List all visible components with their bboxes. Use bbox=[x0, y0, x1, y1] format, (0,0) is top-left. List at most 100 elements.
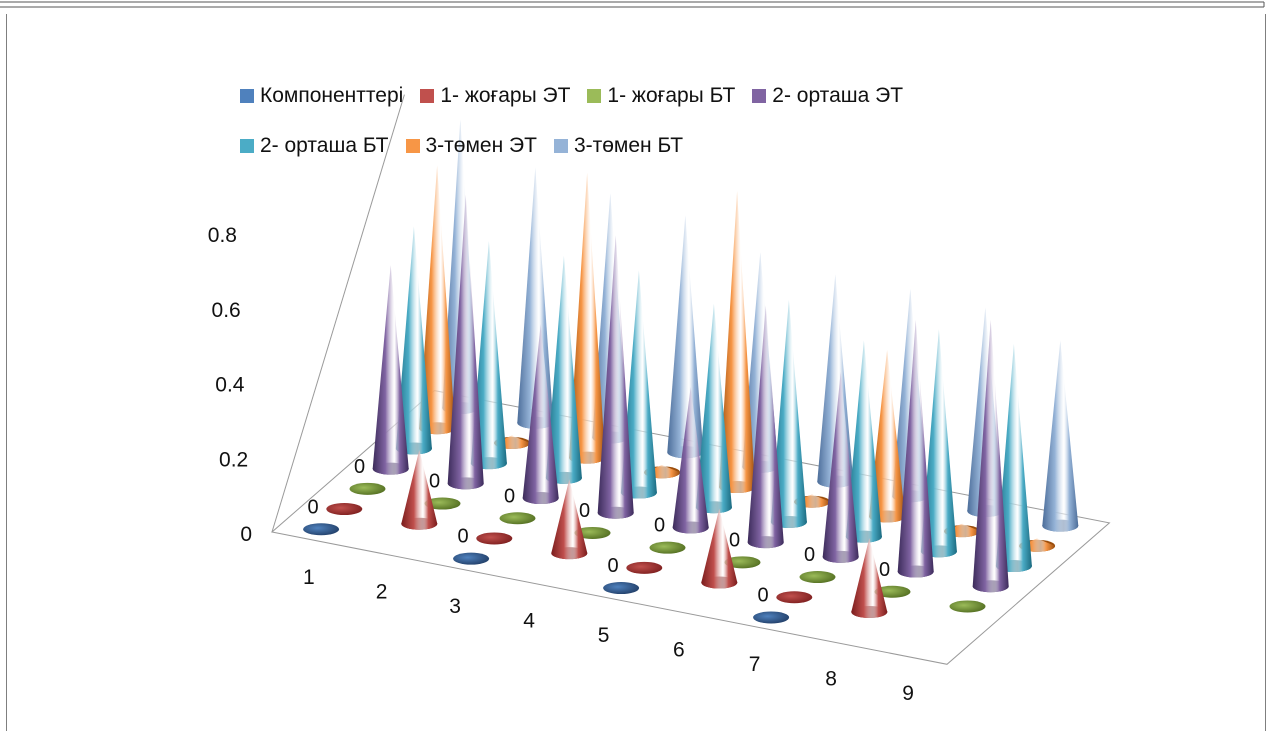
legend-item: 2- орташа БТ bbox=[240, 134, 389, 158]
cone-mark bbox=[326, 503, 363, 516]
chart-frame bbox=[6, 14, 1266, 731]
cone-body bbox=[401, 449, 438, 530]
cone-body bbox=[569, 172, 606, 464]
cone-body bbox=[470, 241, 507, 470]
cone-base-zero bbox=[724, 556, 761, 569]
cone-mark bbox=[822, 371, 859, 563]
top-border-lines bbox=[0, 1, 1265, 8]
x-tick-label: 1 bbox=[303, 566, 315, 589]
cone-body bbox=[522, 324, 559, 505]
cone-base-zero bbox=[424, 497, 461, 510]
legend-label: 1- жоғары БТ bbox=[607, 84, 736, 107]
cone-mark bbox=[701, 508, 738, 589]
y-tick-label: 0.4 bbox=[215, 374, 245, 397]
cone-mark bbox=[574, 526, 611, 539]
data-label: 0 bbox=[758, 584, 769, 606]
cone-body bbox=[597, 235, 634, 519]
cone-body bbox=[447, 194, 484, 490]
cone-mark bbox=[753, 611, 790, 624]
cone-base-zero bbox=[499, 512, 536, 525]
cone-base-zero bbox=[874, 585, 911, 598]
cone-mark bbox=[349, 482, 386, 495]
data-label: 0 bbox=[608, 555, 619, 577]
x-tick-label: 4 bbox=[523, 610, 535, 633]
chart-axes: 0 0.2 0.4 0.6 0.8 1 2 3 4 5 6 7 8 9 bbox=[208, 94, 914, 705]
cone-mark bbox=[667, 215, 704, 459]
cone-mark bbox=[874, 585, 911, 598]
cone-mark bbox=[747, 305, 784, 549]
x-tick-label: 2 bbox=[376, 581, 388, 604]
cone-base-zero bbox=[303, 523, 340, 536]
legend-swatch bbox=[553, 139, 568, 153]
cone-mark bbox=[401, 449, 438, 530]
x-tick-label: 3 bbox=[449, 595, 461, 618]
legend-swatch bbox=[420, 89, 435, 103]
cone-body bbox=[372, 265, 409, 475]
legend-swatch bbox=[240, 89, 254, 103]
cone-base-zero bbox=[453, 552, 490, 565]
y-tick-label: 0.2 bbox=[219, 448, 248, 471]
legend-row: Компоненттері 1- жоғары ЭТ 1- жоғары БТ 2- … bbox=[240, 84, 1040, 108]
cone-body bbox=[395, 226, 432, 455]
legend-swatch bbox=[240, 139, 254, 153]
legend-swatch bbox=[587, 89, 602, 103]
x-tick-label: 7 bbox=[749, 653, 761, 676]
chart-legend: Компоненттері 1- жоғары ЭТ 1- жоғары БТ 2- … bbox=[240, 84, 1040, 184]
cone-mark bbox=[626, 561, 663, 574]
x-tick-label: 6 bbox=[673, 639, 685, 662]
cone-body bbox=[972, 319, 1009, 593]
chart-data-labels: 0 0 0 0 0 0 0 0 0 0 0 0 bbox=[308, 456, 891, 607]
cone-mark bbox=[649, 541, 686, 554]
cone-base-zero bbox=[476, 532, 513, 545]
cone-mark bbox=[724, 556, 761, 569]
x-tick-label: 9 bbox=[902, 682, 914, 705]
data-label: 0 bbox=[308, 496, 319, 518]
cone-mark bbox=[597, 235, 634, 519]
cone-mark bbox=[476, 532, 513, 545]
cone-body bbox=[897, 319, 934, 578]
cone-base-zero bbox=[753, 611, 790, 624]
cone-mark bbox=[522, 324, 559, 505]
data-label: 0 bbox=[429, 471, 440, 493]
cone-mark bbox=[551, 479, 588, 560]
cone-body bbox=[747, 305, 784, 549]
legend-swatch bbox=[752, 89, 767, 103]
x-tick-label: 8 bbox=[825, 668, 837, 691]
cone-base-zero bbox=[349, 482, 386, 495]
cone-body bbox=[672, 386, 709, 534]
cone-body bbox=[695, 303, 732, 514]
legend-row: 2- орташа БТ 3-төмен ЭТ 3-төмен БТ bbox=[240, 134, 1040, 158]
data-label: 0 bbox=[879, 559, 890, 581]
cone-mark bbox=[447, 194, 484, 490]
cone-mark bbox=[799, 571, 836, 584]
cone-base-zero bbox=[326, 503, 363, 516]
cone-body bbox=[995, 344, 1032, 573]
cone-body bbox=[545, 255, 582, 484]
cone-mark bbox=[453, 552, 490, 565]
data-label: 0 bbox=[504, 485, 515, 507]
cone-base-zero bbox=[799, 571, 836, 584]
legend-label: 3-төмен БТ bbox=[573, 134, 684, 157]
cone-body bbox=[845, 340, 882, 543]
legend-label: Компоненттері bbox=[260, 84, 404, 107]
legend-label: 1- жоғары ЭТ bbox=[440, 84, 571, 107]
cone-body bbox=[701, 508, 738, 589]
legend-label: 3-төмен ЭТ bbox=[425, 134, 537, 157]
cone-body bbox=[920, 329, 957, 558]
legend-swatch bbox=[405, 139, 420, 153]
cone-body bbox=[667, 215, 704, 459]
legend-label: 2- орташа ЭТ bbox=[772, 84, 904, 107]
cone-mark bbox=[303, 523, 340, 536]
cone-base-zero bbox=[626, 561, 663, 574]
cone-body bbox=[719, 191, 756, 494]
cone-base-zero bbox=[574, 526, 611, 539]
data-label: 0 bbox=[654, 515, 665, 537]
data-label: 0 bbox=[354, 456, 365, 478]
cone-body bbox=[851, 537, 888, 618]
legend-label: 2- орташа БТ bbox=[260, 134, 389, 157]
data-label: 0 bbox=[729, 529, 740, 551]
chart-marks bbox=[303, 119, 1079, 624]
cone-mark bbox=[499, 512, 536, 525]
cone-mark bbox=[372, 265, 409, 475]
data-label: 0 bbox=[579, 500, 590, 522]
